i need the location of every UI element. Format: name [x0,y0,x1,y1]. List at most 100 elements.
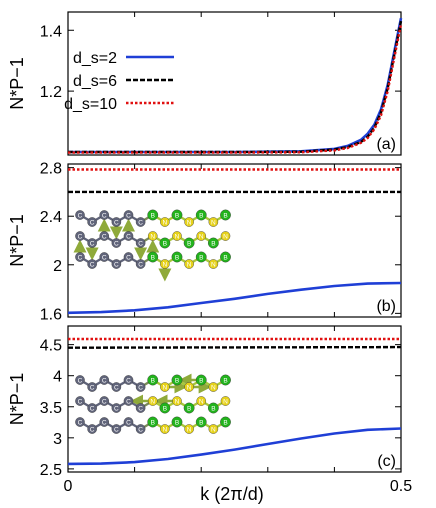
atom-label: B [187,240,191,247]
carbon-atom [123,252,134,262]
atom-label: C [102,398,107,405]
atom-label: C [138,219,143,226]
atom-label: C [102,377,107,384]
atom-label: C [102,233,107,240]
atom-label: C [126,398,131,405]
y-tick-label-b-0: 1.6 [40,306,62,323]
nitrogen-atom [220,396,231,406]
carbon-atom [111,403,122,413]
atom-label: C [114,261,119,268]
atom-label: C [114,384,119,391]
nitrogen-atom [172,231,182,241]
atom-label: N [187,261,192,268]
atom-label: C [126,233,131,240]
carbon-atom [87,382,97,392]
atom-label: B [151,212,155,219]
atom-label: B [175,254,179,261]
carbon-atom [99,252,110,262]
series-line-c-d_s6 [67,345,402,349]
atom-label: C [90,405,95,412]
nitrogen-atom [208,217,219,227]
carbon-atom [135,424,146,434]
atom-label: C [126,377,131,384]
atom-label: B [151,254,155,261]
carbon-atom [135,238,146,248]
nitrogen-atom [196,231,207,241]
y-tick-label-c-4: 4.5 [40,338,62,355]
carbon-atom [87,403,97,413]
atom-label: N [163,219,168,226]
carbon-atom [135,403,146,413]
atom-label: B [175,377,179,384]
carbon-atom [123,210,134,220]
atom-label: C [138,240,143,247]
nitrogen-atom [184,382,194,392]
boron-atom [147,416,159,428]
y-tick-label-b-3: 2.8 [40,161,62,178]
carbon-atom [135,382,146,392]
atom-label: C [126,212,131,219]
carbon-atom [99,210,110,220]
y-tick-label-c-3: 4 [53,369,62,386]
carbon-atom [111,238,122,248]
atom-label: C [90,240,95,247]
carbon-atom [111,217,122,227]
atom-label: N [199,233,204,240]
carbon-atom [135,217,146,227]
boron-atom [207,237,219,249]
carbon-atom [99,417,110,427]
boron-atom [147,251,159,263]
y-tick-label-a-1: 1.4 [40,23,62,40]
panel-b: 1.6 2 2.4 2.8 N*P−1 (b) [7,161,402,323]
atom-label: C [90,261,95,268]
atom-label: C [114,405,119,412]
carbon-atom [75,396,85,406]
atom-label: B [163,405,167,412]
boron-atom [195,416,207,428]
plot-frame-b [67,163,402,318]
atom-label: C [114,240,119,247]
carbon-atom [75,417,85,427]
atom-label: B [223,254,227,261]
boron-atom [220,374,231,386]
nitrogen-atom [184,259,194,269]
atom-label: B [175,212,179,219]
nitrogen-atom [147,231,158,241]
series-line-a-d_s10 [68,23,403,154]
atom-label: N [163,384,168,391]
atom-label: C [90,426,95,433]
atom-label: B [187,405,191,412]
atom-label: B [211,405,215,412]
carbon-atom [75,375,85,385]
carbon-atom [87,259,97,269]
plot-frame-c [67,325,402,473]
legend-label-2: d_s=10 [64,96,117,113]
carbon-atom [123,231,134,241]
atom-label: N [223,233,228,240]
atom-label: C [90,384,95,391]
carbon-atom [123,417,134,427]
atom-label: N [211,384,216,391]
panel-label-a: (a) [376,136,396,153]
y-axis-label-b: N*P−1 [7,214,27,267]
atom-label: C [114,219,119,226]
atom-label: B [199,419,203,426]
atom-label: C [126,254,131,261]
x-tick-label-0.5: 0.5 [390,478,412,495]
boron-atom [147,209,159,221]
atom-label: B [199,212,203,219]
y-tick-label-b-1: 2 [53,258,62,275]
atom-label: N [150,398,155,405]
carbon-atom [99,396,110,406]
atom-label: B [223,419,227,426]
nitrogen-atom [208,382,219,392]
atom-label: N [175,398,180,405]
boron-atom [220,209,231,221]
boron-atom [171,251,183,263]
atom-label: N [211,261,216,268]
y-tick-label-c-1: 3 [53,431,62,448]
boron-atom [183,237,195,249]
x-axis-label: k (2π/d) [200,484,263,504]
atom-label: C [138,426,143,433]
